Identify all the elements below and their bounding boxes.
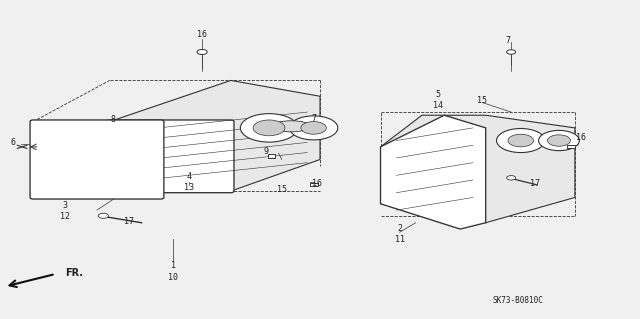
Polygon shape (381, 115, 486, 229)
Text: 4: 4 (187, 172, 192, 182)
Text: 14: 14 (433, 101, 443, 110)
Circle shape (241, 114, 298, 142)
Text: 12: 12 (60, 212, 70, 221)
Text: 10: 10 (168, 273, 179, 282)
Text: 17: 17 (531, 179, 540, 188)
Text: 11: 11 (395, 235, 404, 244)
Circle shape (508, 134, 534, 147)
Circle shape (507, 176, 516, 180)
FancyBboxPatch shape (30, 120, 164, 199)
Bar (268, 154, 275, 158)
Bar (567, 145, 575, 148)
Text: 6: 6 (10, 137, 15, 147)
Circle shape (197, 49, 207, 55)
Circle shape (289, 116, 338, 140)
Text: SK73-B0810C: SK73-B0810C (492, 296, 543, 305)
Polygon shape (381, 115, 575, 223)
Bar (310, 182, 318, 186)
Text: 3: 3 (63, 201, 68, 210)
Circle shape (99, 213, 108, 218)
Circle shape (497, 129, 545, 152)
Text: 13: 13 (184, 183, 195, 192)
Text: 15: 15 (276, 185, 287, 194)
Circle shape (547, 135, 570, 146)
Circle shape (507, 50, 516, 54)
Text: 16: 16 (576, 133, 586, 142)
Circle shape (539, 130, 579, 151)
Text: 1: 1 (171, 261, 176, 270)
Text: 5: 5 (435, 90, 440, 99)
Text: 9: 9 (263, 147, 268, 156)
FancyBboxPatch shape (106, 120, 234, 193)
Polygon shape (109, 80, 320, 191)
Text: 2: 2 (397, 224, 402, 233)
Text: 7: 7 (506, 36, 511, 45)
Text: 16: 16 (312, 179, 322, 188)
Text: 17: 17 (124, 217, 134, 226)
Text: 7: 7 (311, 114, 316, 123)
Text: 15: 15 (477, 97, 488, 106)
Text: FR.: FR. (65, 268, 83, 278)
Circle shape (253, 120, 285, 136)
Circle shape (301, 122, 326, 134)
Ellipse shape (272, 121, 310, 132)
Text: 16: 16 (197, 30, 207, 39)
Text: 8: 8 (111, 115, 115, 124)
